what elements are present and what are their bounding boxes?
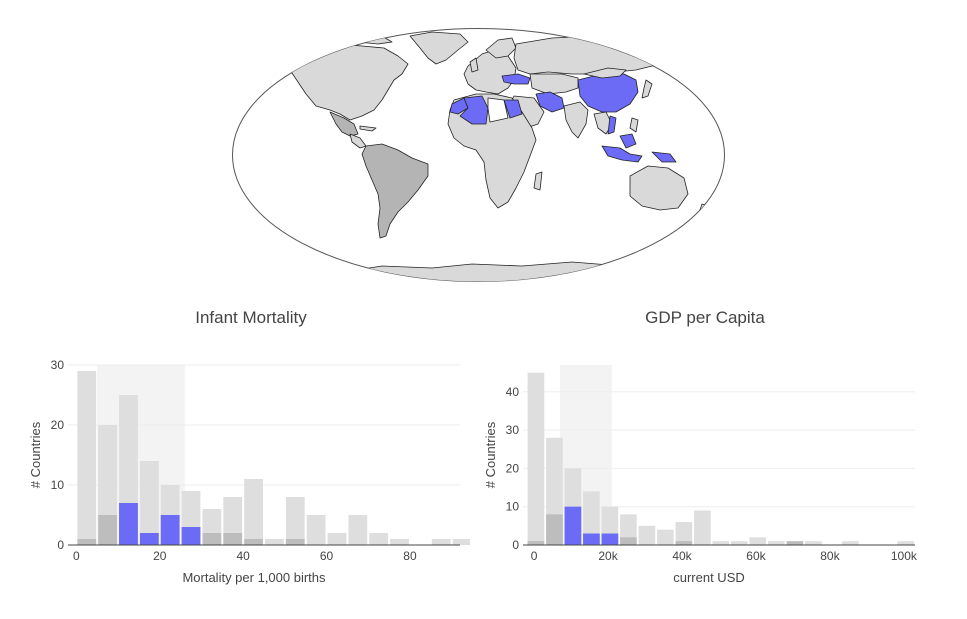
bar-series-2-bin-2[interactable] [564, 506, 582, 545]
bar-series-0-bin-3[interactable] [139, 461, 159, 545]
x-tick-label: 0 [73, 549, 80, 563]
bar-series-0-bin-18[interactable] [452, 539, 470, 545]
bar-series-0-bin-3[interactable] [583, 491, 600, 545]
map-region-egypt[interactable] [503, 99, 523, 119]
x-tick-label: 80k [820, 549, 840, 563]
map-region-turkey[interactable] [501, 73, 531, 85]
map-region-japan[interactable] [641, 79, 653, 99]
map-region-indonesia[interactable] [601, 145, 643, 163]
bar-series-2-bin-4[interactable] [601, 533, 619, 545]
bar-series-2-bin-5[interactable] [181, 527, 201, 545]
x-axis-title: Mortality per 1,000 births [182, 570, 326, 585]
x-tick-label: 40k [672, 549, 692, 563]
bar-series-0-bin-0[interactable] [77, 371, 97, 545]
bar-series-1-bin-8[interactable] [244, 539, 263, 545]
bar-series-2-bin-4[interactable] [160, 515, 180, 545]
x-tick-label: 60 [320, 549, 334, 563]
bar-series-1-bin-0[interactable] [527, 541, 545, 545]
map-region-australia[interactable] [629, 165, 689, 211]
bar-series-1-bin-8[interactable] [675, 541, 693, 545]
map-region-mexico[interactable] [329, 111, 359, 137]
x-tick-label: 0 [531, 549, 538, 563]
bar-series-1-bin-1[interactable] [98, 515, 117, 545]
chart-title-gdp-per-capita: GDP per Capita [645, 308, 765, 327]
bar-series-1-bin-10[interactable] [285, 539, 305, 545]
y-tick-label: 20 [51, 418, 65, 432]
bar-series-0-bin-11[interactable] [731, 541, 748, 545]
x-tick-label: 20 [153, 549, 167, 563]
map-region-central-asia[interactable] [529, 73, 579, 95]
bar-series-0-bin-10[interactable] [285, 497, 305, 545]
bar-series-0-bin-12[interactable] [749, 537, 767, 545]
y-tick-label: 20 [506, 461, 520, 475]
bar-series-1-bin-14[interactable] [786, 541, 804, 545]
map-region-central-america[interactable] [349, 133, 367, 149]
map-region-mongolia[interactable] [583, 67, 627, 79]
x-axis-title: current USD [673, 570, 745, 585]
y-axis-title: # Countries [483, 421, 498, 488]
bar-series-0-bin-17[interactable] [431, 539, 451, 545]
map-region-caribbean[interactable] [359, 125, 377, 132]
bar-series-0-bin-13[interactable] [348, 515, 368, 545]
map-region-greenland[interactable] [409, 31, 469, 65]
map-region-libya[interactable] [487, 97, 509, 123]
x-tick-label: 100k [891, 549, 918, 563]
bar-series-2-bin-3[interactable] [139, 533, 159, 545]
map-region-vietnam[interactable] [607, 115, 617, 135]
bar-series-0-bin-0[interactable] [527, 372, 545, 545]
bar-series-1-bin-7[interactable] [223, 533, 243, 545]
bar-series-0-bin-9[interactable] [694, 510, 711, 545]
bar-series-1-bin-6[interactable] [202, 533, 222, 545]
histogram-gdp-per-capita[interactable]: 0 10 20 30 40 0 20k 40k 60k 80k 100k current USD # C… [475, 355, 925, 595]
y-axis-title: # Countries [28, 421, 43, 488]
bar-series-0-bin-8[interactable] [675, 522, 693, 545]
bar-series-0-bin-14[interactable] [369, 533, 389, 545]
map-region-antarctica[interactable] [261, 261, 703, 282]
map-region-india[interactable] [563, 101, 589, 139]
y-tick-label: 0 [57, 538, 64, 552]
map-region-new-guinea[interactable] [651, 151, 677, 163]
histogram-infant-mortality[interactable]: 0 10 20 30 0 20 40 60 80 Mortality per 1,000 birt… [20, 355, 470, 595]
bar-series-0-bin-20[interactable] [897, 541, 915, 545]
x-tick-label: 40 [236, 549, 250, 563]
bar-series-0-bin-6[interactable] [638, 525, 656, 545]
bar-series-0-bin-10[interactable] [712, 541, 730, 545]
bar-series-0-bin-11[interactable] [306, 515, 326, 545]
bar-series-2-bin-3[interactable] [583, 533, 600, 545]
y-tick-label: 30 [51, 358, 65, 372]
bar-series-0-bin-15[interactable] [390, 539, 409, 545]
map-region-algeria[interactable] [459, 95, 489, 125]
world-map[interactable] [232, 28, 725, 282]
map-region-madagascar[interactable] [533, 171, 543, 191]
map-region-south-america[interactable] [361, 143, 429, 239]
bar-series-2-bin-2[interactable] [119, 503, 138, 545]
bar-series-0-bin-17[interactable] [841, 541, 859, 545]
world-map-svg [232, 28, 725, 282]
y-tick-label: 40 [506, 385, 520, 399]
map-region-morocco[interactable] [449, 97, 469, 115]
bar-series-0-bin-9[interactable] [265, 539, 284, 545]
x-tick-label: 80 [403, 549, 417, 563]
map-region-philippines[interactable] [629, 117, 639, 133]
y-tick-label: 10 [506, 500, 520, 514]
chart-title-infant-mortality: Infant Mortality [195, 308, 307, 327]
bar-series-1-bin-1[interactable] [546, 514, 563, 545]
x-tick-label: 20k [598, 549, 618, 563]
bar-series-0-bin-13[interactable] [768, 541, 785, 545]
map-region-uk[interactable] [469, 57, 479, 73]
y-tick-label: 0 [512, 538, 519, 552]
bar-series-0-bin-15[interactable] [804, 541, 822, 545]
x-tick-label: 60k [746, 549, 766, 563]
y-tick-label: 10 [51, 478, 65, 492]
map-region-north-america[interactable] [289, 43, 409, 121]
bar-series-0-bin-8[interactable] [244, 479, 263, 545]
map-region-borneo[interactable] [619, 133, 637, 149]
bar-series-1-bin-5[interactable] [620, 537, 637, 545]
bar-series-0-bin-12[interactable] [327, 533, 347, 545]
bar-series-1-bin-0[interactable] [77, 539, 97, 545]
bar-series-0-bin-7[interactable] [657, 529, 674, 545]
y-tick-label: 30 [506, 423, 520, 437]
